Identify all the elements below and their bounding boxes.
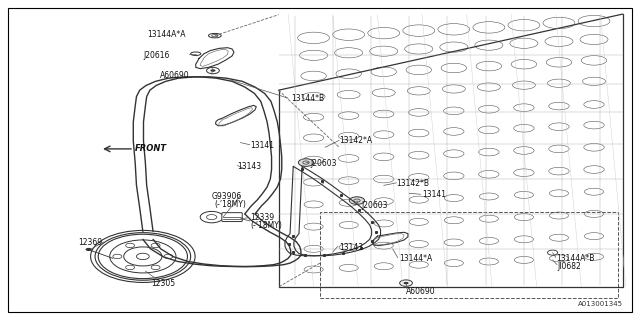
Circle shape [125,265,134,270]
Text: J20603: J20603 [362,202,388,211]
FancyBboxPatch shape [222,213,243,221]
Text: 12369: 12369 [78,238,102,247]
Circle shape [403,282,408,284]
Text: (-’18MY): (-’18MY) [250,220,282,229]
Text: J20603: J20603 [310,159,337,168]
Text: 13142*A: 13142*A [339,136,372,146]
Text: 13141: 13141 [250,141,274,150]
Text: FRONT: FRONT [135,144,167,153]
Circle shape [113,254,122,259]
Text: JI0682: JI0682 [557,262,581,271]
Text: 13143: 13143 [339,243,364,252]
Bar [320,212,618,298]
Circle shape [349,197,365,204]
Circle shape [125,243,134,248]
Circle shape [151,265,160,270]
Text: A013001345: A013001345 [578,300,623,307]
Circle shape [164,254,173,259]
Text: 13144A*A: 13144A*A [148,30,186,39]
Text: 13142*B: 13142*B [396,179,429,188]
Text: 12339: 12339 [250,212,274,222]
Circle shape [86,248,92,251]
Text: 12305: 12305 [151,279,175,288]
Text: A60690: A60690 [406,287,436,296]
Text: 13144*B: 13144*B [291,94,324,103]
Circle shape [151,243,160,248]
Text: 13141: 13141 [422,190,446,199]
Circle shape [298,159,314,166]
Text: A60690: A60690 [160,71,189,80]
Text: 13144A*B: 13144A*B [556,254,594,263]
Text: 13143: 13143 [237,162,261,171]
Text: 13144*A: 13144*A [399,254,433,263]
Text: (-’18MY): (-’18MY) [215,200,247,209]
Circle shape [211,69,216,72]
Text: G93906: G93906 [212,192,242,201]
Text: J20616: J20616 [144,51,170,60]
